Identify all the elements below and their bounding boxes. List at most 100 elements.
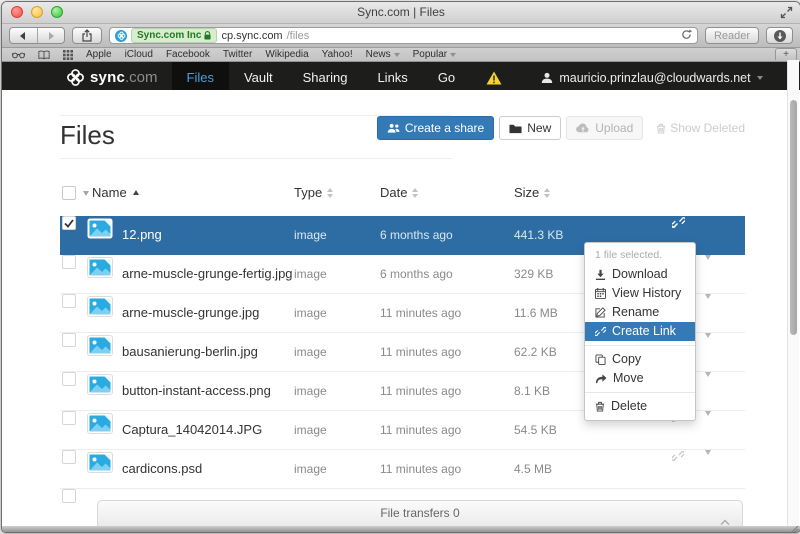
file-type: image (294, 423, 327, 437)
downloads-button[interactable] (766, 27, 793, 44)
bookmark-icloud[interactable]: iCloud (124, 49, 153, 60)
top-sites-grid-icon[interactable] (63, 49, 73, 60)
new-tab-button[interactable]: + (775, 48, 797, 60)
menu-item-copy[interactable]: Copy (585, 350, 695, 369)
select-menu-caret-icon[interactable] (83, 190, 89, 196)
reload-icon[interactable] (681, 28, 692, 43)
bookmark-yahoo[interactable]: Yahoo! (321, 49, 353, 60)
page-scrollbar[interactable] (787, 60, 799, 526)
tab-sharing[interactable]: Sharing (302, 70, 348, 85)
link-icon[interactable] (670, 216, 687, 232)
file-date: 6 months ago (380, 228, 453, 242)
scrollbar-thumb[interactable] (790, 100, 797, 335)
column-header-date[interactable]: Date (380, 185, 419, 200)
image-file-icon (87, 411, 113, 449)
bookmark-apple[interactable]: Apple (86, 49, 112, 60)
site-favicon-icon (115, 29, 127, 42)
row-checkbox[interactable] (62, 333, 76, 347)
window-bottom-edge (2, 526, 800, 532)
show-deleted-toggle[interactable]: Show Deleted (656, 121, 745, 135)
row-menu-caret-icon[interactable] (705, 450, 711, 455)
row-checkbox[interactable] (62, 489, 76, 503)
table-row[interactable]: Captura_14042014.JPG image 11 minutes ag… (60, 411, 745, 450)
row-checkbox[interactable] (62, 372, 76, 386)
fullscreen-icon[interactable] (780, 6, 793, 24)
create-share-button[interactable]: Create a share (376, 116, 495, 140)
reader-button[interactable]: Reader (705, 27, 759, 44)
select-all-checkbox[interactable] (62, 186, 76, 200)
bookmarks-book-icon[interactable] (38, 50, 50, 60)
warning-icon[interactable] (486, 71, 502, 85)
menu-item-download[interactable]: Download (585, 265, 695, 284)
tab-go-pro[interactable]: GoPRO (423, 62, 487, 126)
menu-item-rename[interactable]: Rename (585, 303, 695, 322)
bookmark-news-menu[interactable]: News (366, 49, 400, 60)
row-checkbox[interactable] (62, 255, 76, 269)
upload-label: Upload (595, 121, 634, 135)
app-navbar: sync.com Files Vault Sharing Links GoPRO… (2, 62, 800, 126)
share-button[interactable] (72, 27, 102, 44)
row-checkbox[interactable] (62, 450, 76, 464)
file-name[interactable]: bausanierung-berlin.jpg (122, 344, 258, 359)
row-menu-caret-icon[interactable] (705, 333, 711, 338)
close-window-button[interactable] (11, 6, 23, 18)
file-transfers-bar[interactable]: File transfers 0 (97, 500, 743, 526)
menu-item-view-history[interactable]: View History (585, 284, 695, 303)
row-checkbox[interactable] (62, 411, 76, 425)
selection-status: 1 file selected. (595, 249, 663, 261)
row-menu-caret-icon[interactable] (705, 411, 711, 416)
row-menu-caret-icon[interactable] (705, 255, 711, 260)
resize-grip[interactable] (791, 526, 799, 532)
file-name[interactable]: arne-muscle-grunge-fertig.jpg (122, 266, 293, 281)
link-icon[interactable] (670, 450, 686, 465)
download-icon (595, 269, 606, 280)
bookmark-twitter[interactable]: Twitter (222, 49, 253, 60)
table-row[interactable]: arne-muscle-grunge-fertig.jpg image 6 mo… (60, 255, 745, 294)
reading-list-icon[interactable] (12, 51, 25, 59)
link-icon (595, 326, 606, 337)
lock-icon (204, 31, 212, 40)
account-email: mauricio.prinzlau@cloudwards.net (559, 70, 751, 85)
file-name[interactable]: cardicons.psd (122, 461, 203, 476)
chevron-up-icon[interactable] (720, 510, 730, 526)
table-row[interactable] (60, 489, 745, 526)
file-name[interactable]: 12.png (122, 227, 162, 242)
row-menu-caret-icon[interactable] (705, 294, 711, 299)
file-name[interactable]: button-instant-access.png (122, 383, 271, 398)
tab-links[interactable]: Links (377, 70, 408, 85)
minimize-window-button[interactable] (31, 6, 43, 18)
table-row[interactable]: cardicons.psd image 11 minutes ago 4.5 M… (60, 450, 745, 489)
ev-certificate-badge[interactable]: Sync.com Inc (131, 28, 218, 43)
image-file-icon (87, 255, 113, 293)
tab-files[interactable]: Files (171, 62, 229, 93)
table-row[interactable]: button-instant-access.png image 11 minut… (60, 372, 745, 411)
menu-item-create-link[interactable]: Create Link (585, 322, 695, 341)
file-name[interactable]: arne-muscle-grunge.jpg (122, 305, 260, 320)
tab-vault[interactable]: Vault (243, 70, 273, 85)
forward-button[interactable] (36, 28, 65, 43)
address-bar[interactable]: Sync.com Inc cp.sync.com/files (109, 27, 698, 44)
table-row[interactable]: bausanierung-berlin.jpg image 11 minutes… (60, 333, 745, 372)
table-row[interactable]: arne-muscle-grunge.jpg image 11 minutes … (60, 294, 745, 333)
column-header-type[interactable]: Type (294, 185, 334, 200)
new-folder-button[interactable]: New (499, 116, 562, 140)
bookmark-facebook[interactable]: Facebook (165, 49, 210, 60)
column-header-size[interactable]: Size (514, 185, 551, 200)
file-name[interactable]: Captura_14042014.JPG (122, 422, 263, 437)
sync-logo[interactable]: sync.com (66, 68, 158, 87)
row-checkbox[interactable] (62, 216, 76, 230)
back-button[interactable] (10, 28, 37, 43)
row-menu-caret-icon[interactable] (705, 372, 711, 377)
menu-item-delete[interactable]: Delete (585, 397, 695, 416)
trash-icon (657, 123, 666, 134)
bookmark-popular-menu[interactable]: Popular (413, 49, 457, 60)
account-menu[interactable]: mauricio.prinzlau@cloudwards.net (541, 70, 763, 85)
table-row[interactable]: 12.png image 6 months ago 441.3 KB (60, 216, 745, 255)
zoom-window-button[interactable] (51, 6, 63, 18)
bookmark-wikipedia[interactable]: Wikipedia (265, 49, 309, 60)
upload-button[interactable]: Upload (566, 116, 644, 140)
column-header-name[interactable]: Name (92, 185, 139, 200)
row-checkbox[interactable] (62, 294, 76, 308)
menu-item-move[interactable]: Move (585, 369, 695, 388)
